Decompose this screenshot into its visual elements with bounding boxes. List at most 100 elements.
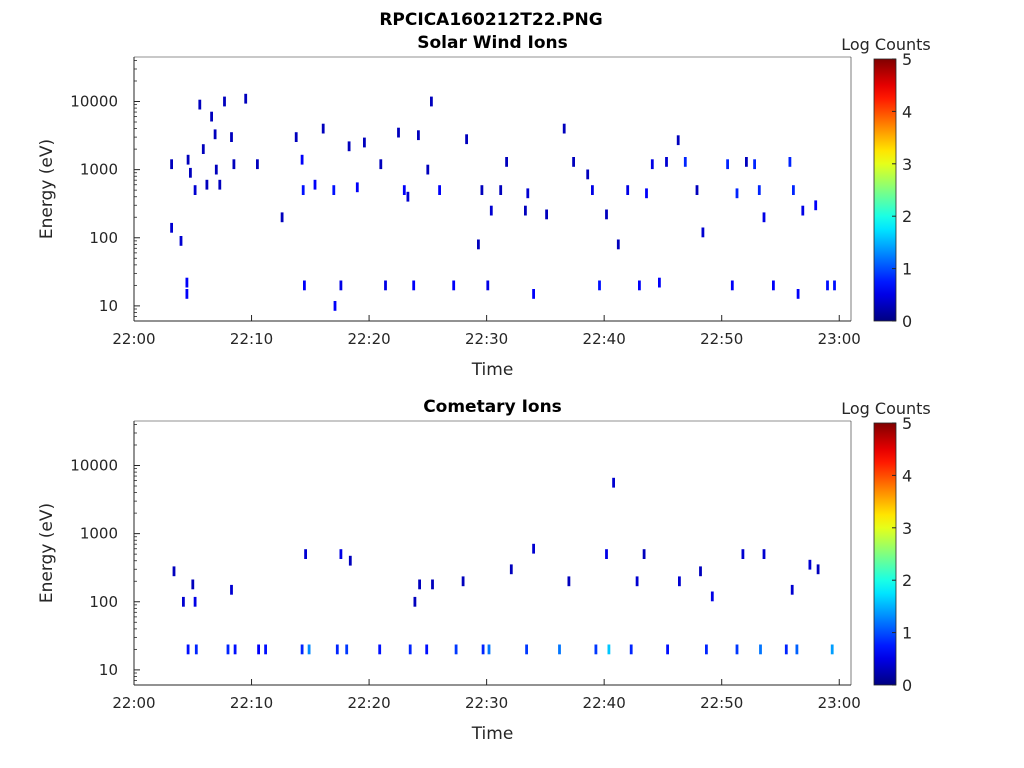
data-cell [605, 209, 608, 220]
data-cell [431, 579, 434, 590]
data-cell [347, 141, 351, 152]
data-cell [186, 644, 190, 655]
data-cell [313, 179, 317, 190]
data-cell [489, 205, 493, 216]
data-cell [757, 185, 761, 195]
colorbar-label: Log Counts [841, 35, 931, 54]
data-cell [645, 188, 648, 199]
data-cell [594, 644, 598, 655]
x-tick-label: 22:00 [112, 330, 155, 348]
data-cell [244, 93, 248, 104]
data-cell [753, 159, 756, 170]
data-cell [378, 644, 382, 655]
data-cell [300, 644, 304, 655]
data-cell [572, 157, 575, 167]
data-cell [230, 132, 233, 142]
data-cell [454, 644, 458, 655]
data-cell [816, 564, 820, 575]
colorbar-tick-label: 2 [902, 207, 912, 226]
y-tick-label: 1000 [80, 525, 118, 543]
data-cell [629, 644, 633, 655]
data-cell [486, 280, 490, 291]
data-cell [339, 549, 343, 559]
colorbar-tick-label: 1 [902, 624, 912, 643]
data-cell [784, 644, 788, 655]
data-cell [772, 280, 775, 291]
data-cell [194, 644, 198, 655]
data-cell [796, 289, 800, 299]
spectrogram-cells [170, 93, 836, 311]
data-cell [676, 135, 680, 146]
data-cell [695, 185, 699, 195]
data-cell [193, 596, 197, 607]
data-cell [481, 644, 485, 655]
y-tick-label: 1000 [80, 161, 118, 179]
data-cell [210, 111, 213, 122]
data-cell [607, 644, 611, 655]
data-cell [218, 179, 222, 190]
data-cell [170, 159, 173, 170]
data-cell [830, 644, 834, 655]
data-cell [189, 167, 192, 178]
x-tick-label: 22:50 [700, 330, 743, 348]
data-cell [182, 596, 185, 607]
x-tick-label: 22:30 [465, 694, 508, 712]
data-cell [558, 644, 561, 655]
data-cell [658, 277, 661, 288]
panel-title: Solar Wind Ions [417, 33, 568, 53]
data-cell [223, 96, 226, 107]
data-cell [465, 134, 468, 145]
data-cell [355, 182, 359, 193]
data-cell [762, 212, 766, 223]
colorbar [873, 422, 897, 686]
data-cell [826, 280, 829, 291]
data-cell [438, 185, 441, 195]
y-tick-label: 10000 [70, 457, 118, 475]
data-cell [179, 236, 183, 246]
data-cell [814, 200, 818, 211]
data-cell [562, 123, 566, 134]
data-cell [650, 159, 654, 170]
colorbar-tick-label: 0 [902, 312, 912, 331]
data-cell [198, 99, 202, 110]
x-tick-label: 22:40 [583, 330, 626, 348]
data-cell [701, 227, 705, 238]
data-cell [505, 157, 508, 167]
colorbar-tick-label: 4 [902, 102, 912, 121]
data-cell [452, 280, 456, 291]
colorbar-tick-label: 0 [902, 676, 912, 695]
data-cell [294, 132, 298, 142]
data-cell [567, 576, 571, 587]
data-cell [193, 185, 197, 195]
data-cell [626, 185, 630, 195]
x-tick-label: 22:40 [583, 694, 626, 712]
y-tick-label: 10 [99, 661, 118, 679]
data-cell [808, 559, 812, 570]
colorbar-label: Log Counts [841, 399, 931, 418]
data-cell [418, 579, 421, 590]
data-cell [741, 549, 745, 559]
x-tick-label: 22:20 [347, 330, 390, 348]
x-tick-label: 22:20 [347, 694, 390, 712]
x-tick-label: 22:10 [230, 694, 273, 712]
x-tick-label: 23:00 [818, 694, 861, 712]
data-cell [683, 157, 687, 167]
data-cell [214, 164, 218, 175]
data-cell [417, 130, 420, 141]
data-cell [402, 185, 406, 195]
colorbar-tick-label: 3 [902, 155, 912, 174]
data-cell [408, 644, 412, 655]
colorbar-tick-label: 2 [902, 571, 912, 590]
data-cell [425, 644, 429, 655]
data-cell [345, 644, 349, 655]
data-cell [397, 127, 400, 138]
spectrogram-cells [172, 477, 834, 655]
x-axis-label: Time [471, 724, 514, 744]
data-cell [226, 644, 230, 655]
data-cell [598, 280, 601, 291]
data-cell [642, 549, 646, 559]
panel-1: Solar Wind Ions 22:00 22:10 22:20 22:30 22:40… [37, 33, 931, 380]
data-cell [532, 543, 535, 554]
data-cell [616, 239, 620, 250]
colorbar-tick-label: 5 [902, 50, 912, 69]
